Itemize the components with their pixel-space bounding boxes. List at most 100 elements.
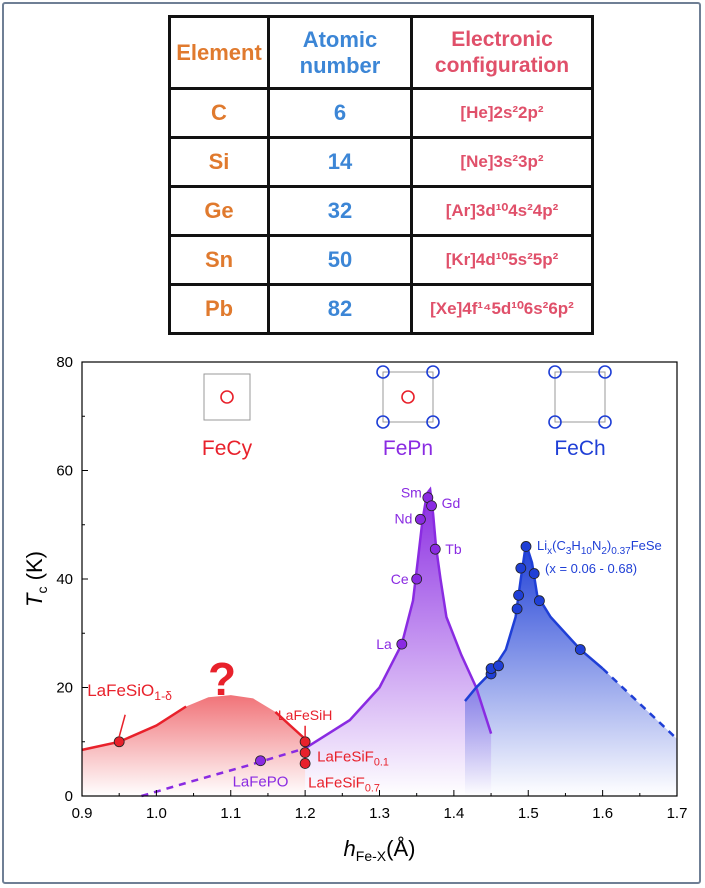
cell-configuration: [Kr]4d¹⁰5s²5p²	[410, 234, 594, 286]
fepn-corner-atom	[426, 415, 440, 429]
fech-data-point	[534, 595, 545, 607]
table-header-row: Element Atomic number Electronic configu…	[168, 15, 594, 90]
cell-element: Sn	[168, 234, 270, 286]
header-element: Element	[168, 15, 270, 90]
fecy-data-point	[299, 758, 311, 769]
table-row: Pb 82 [Xe]4f¹⁴5d¹⁰6s²6p²	[168, 283, 594, 335]
cell-configuration: [Ne]3s²3p²	[410, 136, 594, 188]
x-tick-label: 1.4	[443, 805, 464, 822]
cell-config-shells: 3d¹⁰4s²4p²	[475, 201, 559, 220]
label-sm: Sm	[401, 485, 422, 501]
fepn-data-point	[429, 543, 441, 555]
fepn-data-point	[426, 500, 437, 512]
point-labels: LaFeSiO1-δ LaFeSiH LaFeSiF0.1 LaFeSiF0.7 LaF…	[87, 485, 662, 795]
label-nd: Nd	[395, 510, 413, 526]
cell-config-core: [Ar]	[445, 201, 476, 220]
fech-corner-atom	[548, 415, 562, 429]
cell-configuration: [Ar]3d¹⁰4s²4p²	[410, 185, 594, 237]
x-tick-label: 1.1	[220, 805, 241, 822]
table-row: C 6 [He]2s²2p²	[168, 87, 594, 139]
fepn-data-point	[415, 513, 426, 525]
fepn-data-point	[411, 573, 423, 585]
cell-element: C	[168, 87, 270, 139]
header-electronic-configuration: Electronic configuration	[410, 15, 594, 90]
x-tick-label: 1.5	[518, 805, 539, 822]
fepn-dashed-extrapolation	[141, 747, 306, 798]
fech-data-point	[515, 562, 527, 574]
label-fech-range: (x = 0.06 - 0.68)	[545, 561, 637, 576]
x-axis-label: hFe-X(Å)	[344, 836, 416, 864]
label-lafesih: LaFeSiH	[278, 707, 332, 723]
element-table: Element Atomic number Electronic configu…	[168, 15, 594, 335]
family-label-fecy: FeCy	[202, 437, 253, 460]
label-lafepo: LaFePO	[233, 774, 289, 791]
fech-corner-atom	[598, 415, 612, 429]
cell-element: Pb	[168, 283, 270, 335]
label-fech-formula: Lix(C3H10N2)0.37FeSe	[537, 538, 662, 557]
table-row: Si 14 [Ne]3s²3p²	[168, 136, 594, 188]
fech-corner-atom	[548, 365, 562, 379]
fepn-corner-atom	[426, 365, 440, 379]
y-tick-label: 80	[56, 354, 73, 371]
label-lafesif-07: LaFeSiF0.7	[308, 774, 380, 794]
fech-dashed-extrapolation	[601, 667, 678, 740]
cell-atomic-number: 50	[267, 234, 413, 286]
label-ce: Ce	[391, 571, 409, 587]
fecy-region	[82, 695, 306, 796]
cell-config-shells: 2s²2p²	[493, 103, 544, 122]
label-lafesif-01: LaFeSiF0.1	[317, 749, 389, 769]
tc-vs-height-chart: 0.9 1.0 1.1 1.2 1.3 1.4 1.5 1.6 1.7 0 20 40 60 80 hFe-…	[22, 354, 687, 864]
fecy-trend-curve-left	[81, 705, 187, 752]
structure-icons: FeCy FePn FeCh?	[202, 365, 612, 705]
cell-configuration: [Xe]4f¹⁴5d¹⁰6s²6p²	[410, 283, 594, 335]
cell-element: Ge	[168, 185, 270, 237]
cell-atomic-number: 14	[267, 136, 413, 188]
cell-element: Si	[168, 136, 270, 188]
fech-data-point	[511, 603, 523, 615]
fech-data-point	[493, 660, 504, 672]
fech-corner-atom	[598, 365, 612, 379]
fecy-data-point	[113, 736, 125, 748]
y-tick-label: 0	[65, 788, 73, 805]
fepn-corner-atom	[376, 365, 390, 379]
cell-config-shells: 3s²3p²	[493, 152, 544, 171]
label-tb: Tb	[445, 541, 462, 557]
cell-config-core: [He]	[460, 103, 494, 122]
family-label-fech: FeCh	[554, 437, 605, 460]
label-gd: Gd	[442, 495, 461, 511]
fecy-structure-box	[203, 373, 251, 421]
data-points	[113, 492, 586, 769]
label-lafesio: LaFeSiO1-δ	[87, 681, 172, 703]
fepn-center-atom	[401, 390, 415, 404]
cell-configuration: [He]2s²2p²	[410, 87, 594, 139]
fepn-data-point	[255, 755, 266, 767]
cell-atomic-number: 6	[267, 87, 413, 139]
label-la: La	[376, 636, 392, 652]
y-tick-label: 60	[56, 463, 73, 480]
chart-axes: 0.9 1.0 1.1 1.2 1.3 1.4 1.5 1.6 1.7 0 20 40 60 80 hFe-…	[22, 354, 687, 864]
fecy-data-point	[299, 736, 311, 748]
fech-data-point	[574, 644, 586, 655]
fepn-corner-atom	[376, 415, 390, 429]
x-tick-label: 1.6	[592, 805, 613, 822]
question-mark: ?	[208, 653, 236, 705]
cell-atomic-number: 32	[267, 185, 413, 237]
fech-data-point	[513, 589, 524, 601]
fech-data-point	[528, 568, 540, 579]
cell-atomic-number: 82	[267, 283, 413, 335]
y-tick-label: 20	[56, 680, 73, 697]
x-tick-label: 1.2	[295, 805, 316, 822]
y-axis-label: Tc (K)	[22, 551, 50, 607]
cell-config-shells: 4d¹⁰5s²5p²	[475, 250, 559, 269]
leader-lafesio	[118, 714, 126, 737]
x-tick-label: 1.7	[667, 805, 688, 822]
table-row: Ge 32 [Ar]3d¹⁰4s²4p²	[168, 185, 594, 237]
x-tick-label: 1.0	[146, 805, 167, 822]
fecy-trend-curve-right	[274, 710, 306, 740]
cell-config-shells: 4f¹⁴5d¹⁰6s²6p²	[462, 299, 574, 318]
fepn-data-point	[396, 638, 408, 650]
table-row: Sn 50 [Kr]4d¹⁰5s²5p²	[168, 234, 594, 286]
family-label-fepn: FePn	[383, 437, 433, 460]
fech-structure-box	[554, 371, 606, 423]
